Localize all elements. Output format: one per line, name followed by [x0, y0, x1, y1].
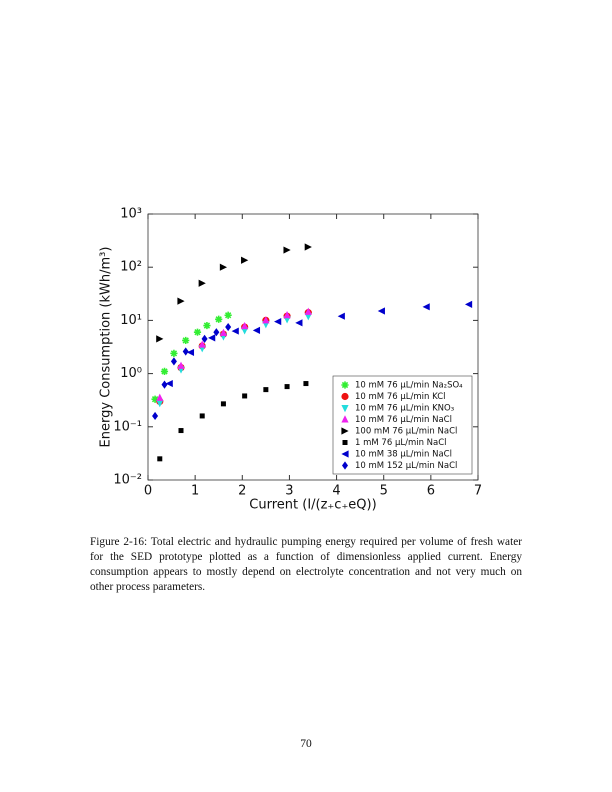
data-point [198, 340, 206, 348]
data-point [156, 393, 164, 401]
legend-label: 10 mM 76 μL/min KCl [355, 392, 446, 402]
data-point [224, 311, 232, 319]
legend-marker [341, 405, 349, 413]
data-point [304, 313, 312, 321]
page-number: 70 [300, 738, 312, 750]
y-tick-label: 10⁻¹ [113, 419, 142, 434]
x-tick-label: 2 [238, 484, 246, 499]
data-point [156, 335, 164, 343]
data-point [422, 303, 430, 311]
data-point [219, 263, 228, 271]
data-point [156, 400, 164, 408]
data-point [225, 322, 232, 332]
data-point [178, 428, 184, 434]
legend-marker [342, 461, 348, 470]
x-tick-label: 3 [285, 484, 293, 499]
legend-label: 10 mM 76 μL/min NaCl [355, 415, 452, 425]
y-tick-label: 10⁻² [113, 473, 142, 488]
data-point [274, 317, 282, 326]
x-tick-label: 1 [191, 484, 199, 499]
legend-marker [341, 427, 349, 435]
data-point [182, 347, 189, 356]
data-point [220, 401, 226, 407]
legend-label: 10 mM 152 μL/min NaCl [355, 461, 457, 471]
data-point [242, 393, 248, 399]
data-point [203, 321, 211, 330]
data-point [295, 319, 303, 327]
data-point [284, 384, 290, 390]
data-point [160, 367, 169, 375]
data-point [213, 328, 220, 337]
legend-label: 100 mM 76 μL/min NaCl [355, 427, 457, 437]
x-tick-label: 6 [427, 484, 435, 499]
data-point [201, 334, 208, 343]
data-point [177, 361, 185, 369]
x-tick-label: 4 [332, 484, 340, 499]
data-point [199, 413, 205, 419]
data-point [241, 321, 249, 330]
data-point [157, 456, 163, 462]
data-point [303, 381, 309, 387]
data-point [161, 380, 168, 389]
chart: Energy Consumption (kWh/m³) Current (I/(… [99, 207, 483, 513]
legend-marker [341, 381, 349, 389]
data-point [193, 328, 202, 336]
legend-marker [341, 415, 349, 423]
x-tick-label: 7 [474, 484, 482, 499]
legend-label: 10 mM 38 μL/min NaCl [355, 450, 452, 460]
data-point [304, 307, 312, 315]
data-point [241, 327, 249, 335]
data-point [262, 316, 270, 324]
figure-caption: Figure 2-16: Total electric and hydrauli… [90, 536, 522, 593]
data-point [231, 327, 239, 335]
x-tick-label: 0 [144, 484, 152, 499]
y-tick-label: 10⁰ [120, 366, 142, 381]
legend-marker [342, 440, 348, 445]
y-tick-label: 10³ [120, 207, 142, 222]
data-point [377, 307, 385, 315]
data-point [152, 411, 159, 421]
legend-label: 10 mM 76 μL/min Na₂SO₄ [355, 381, 463, 391]
data-point [170, 349, 178, 357]
legend-marker [341, 450, 349, 458]
y-tick-label: 10² [120, 260, 142, 275]
data-point [241, 256, 249, 264]
data-point [208, 334, 216, 342]
data-point [219, 328, 228, 336]
data-point [215, 315, 223, 323]
legend-label: 1 mM 76 μL/min NaCl [355, 438, 447, 448]
data-point [165, 379, 173, 388]
data-point [252, 326, 261, 334]
legend-box [332, 375, 473, 475]
data-point [304, 243, 312, 251]
y-tick-label: 10¹ [120, 313, 142, 328]
data-point [170, 357, 177, 366]
data-point [283, 311, 291, 319]
data-point [283, 246, 291, 254]
plot-frame [147, 213, 479, 481]
x-axis-label: Current (I/(z₊c₊eQ)) [249, 498, 376, 513]
data-point [198, 279, 206, 287]
x-tick-label: 5 [380, 484, 388, 499]
legend-label: 10 mM 76 μL/min KNO₃ [355, 404, 454, 414]
y-axis-label: Energy Consumption (kWh/m³) [99, 247, 114, 448]
data-point [464, 300, 473, 308]
data-point [337, 312, 345, 320]
legend-marker [341, 392, 349, 401]
data-point [186, 348, 195, 357]
data-point [182, 336, 190, 345]
data-point [177, 297, 185, 305]
data-point [151, 395, 159, 403]
data-point [263, 387, 269, 393]
